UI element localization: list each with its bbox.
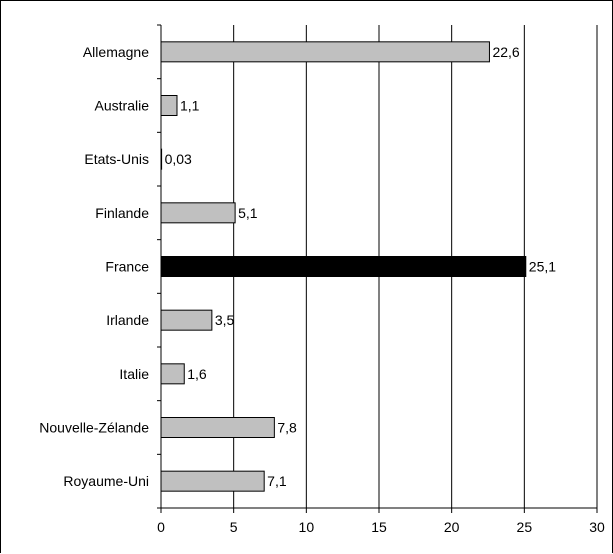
bar-finlande (160, 202, 236, 224)
x-tick-label: 25 (517, 519, 533, 535)
axes (157, 24, 598, 513)
category-label: France (105, 259, 149, 275)
x-tick-label: 15 (371, 519, 387, 535)
x-tick-label: 20 (444, 519, 460, 535)
value-label: 1,1 (180, 98, 200, 114)
category-label: Nouvelle-Zélande (39, 420, 149, 436)
bars (160, 41, 527, 492)
bar-australie (160, 95, 178, 116)
bar-nouvelle-z-lande (160, 417, 275, 438)
value-label: 3,5 (215, 312, 235, 328)
category-label: Italie (119, 366, 149, 382)
value-label: 25,1 (529, 259, 556, 275)
bar-royaume-uni (160, 470, 265, 492)
value-label: 5,1 (238, 205, 258, 221)
category-label: Australie (95, 98, 150, 114)
category-label: Royaume-Uni (63, 473, 149, 489)
bar-allemagne (160, 41, 490, 63)
value-label: 7,1 (267, 473, 287, 489)
category-label: Irlande (106, 312, 149, 328)
category-label: Allemagne (83, 44, 149, 60)
x-tick-label: 10 (299, 519, 315, 535)
category-label: Etats-Unis (84, 151, 149, 167)
labels: 0 5 10 15 20 25 30 Allemagne 22,6 Australie 1,1 Eta… (39, 44, 605, 535)
x-tick-label: 0 (157, 519, 165, 535)
x-tick-label: 5 (230, 519, 238, 535)
value-label: 7,8 (277, 420, 297, 436)
category-label: Finlande (95, 205, 149, 221)
value-label: 1,6 (187, 366, 207, 382)
value-label: 0,03 (165, 151, 192, 167)
x-tick-label: 30 (589, 519, 605, 535)
value-label: 22,6 (492, 44, 519, 60)
bar-italie (160, 363, 185, 385)
bar-france (160, 256, 527, 277)
bar-irlande (160, 309, 213, 331)
